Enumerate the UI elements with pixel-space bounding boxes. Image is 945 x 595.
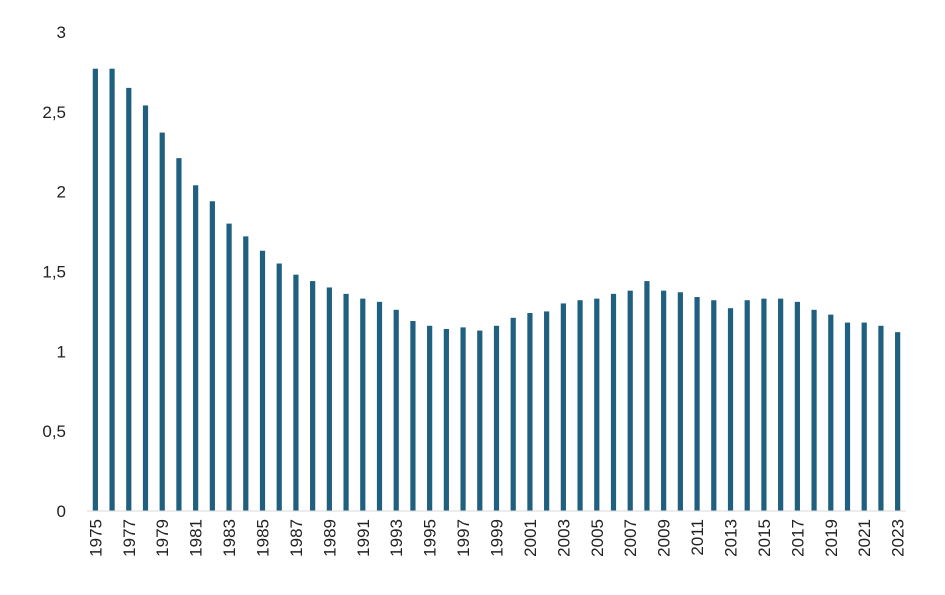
- bar-2017: [794, 301, 800, 511]
- x-tick-label: 1983: [220, 519, 239, 557]
- y-tick-label: 2,5: [42, 103, 66, 122]
- bar-1986: [276, 263, 282, 511]
- bar-1995: [427, 325, 433, 511]
- x-tick-label: 1975: [86, 519, 105, 557]
- x-tick-label: 2011: [688, 519, 707, 556]
- x-tick-label: 2001: [521, 519, 540, 557]
- bar-2014: [744, 300, 750, 511]
- y-tick-label: 0: [57, 502, 66, 521]
- bar-1978: [142, 105, 149, 511]
- bar-2009: [661, 290, 667, 511]
- y-tick-label: 2: [57, 183, 66, 202]
- bar-1981: [193, 185, 199, 511]
- y-tick-label: 0,5: [42, 422, 66, 441]
- bar-1983: [226, 223, 232, 511]
- bar-1992: [376, 301, 383, 511]
- bar-2021: [861, 322, 867, 511]
- x-tick-label: 1989: [320, 519, 339, 557]
- bar-2007: [627, 290, 633, 511]
- bar-2015: [761, 298, 767, 511]
- bar-2018: [811, 309, 817, 511]
- bar-2001: [527, 313, 533, 511]
- bar-2012: [711, 300, 717, 511]
- bar-1991: [360, 298, 366, 511]
- x-tick-label: 1995: [421, 519, 440, 557]
- y-tick-label: 3: [57, 23, 66, 42]
- x-tick-label: 2017: [788, 519, 807, 557]
- bar-2022: [878, 325, 884, 511]
- x-tick-label: 2019: [822, 519, 841, 557]
- bar-1975: [92, 68, 98, 511]
- bars: [92, 68, 901, 512]
- bar-1980: [176, 158, 182, 511]
- x-tick-label: 1981: [187, 519, 206, 557]
- bar-2000: [510, 317, 516, 511]
- bar-2019: [828, 314, 834, 511]
- x-tick-label: 1985: [254, 519, 273, 557]
- x-tick-label: 2023: [889, 519, 908, 557]
- x-tick-label: 2007: [621, 519, 640, 557]
- bar-1996: [443, 328, 449, 511]
- bar-1999: [493, 325, 500, 511]
- bar-2023: [895, 332, 901, 511]
- x-tick-label: 2003: [554, 519, 573, 557]
- x-tick-label: 1999: [488, 519, 507, 557]
- bar-2020: [844, 322, 851, 511]
- bar-1990: [343, 293, 349, 511]
- bar-1997: [460, 327, 466, 511]
- bar-1985: [259, 250, 266, 512]
- x-tick-label: 2021: [855, 519, 874, 557]
- bar-2016: [778, 298, 784, 511]
- x-tick-label: 1987: [287, 519, 306, 557]
- bar-1988: [310, 281, 316, 511]
- bar-2003: [560, 303, 566, 511]
- bar-2010: [677, 292, 683, 511]
- bar-1984: [243, 236, 249, 511]
- x-tick-label: 2009: [655, 519, 674, 557]
- bar-1994: [410, 321, 416, 511]
- y-tick-label: 1,5: [42, 263, 66, 282]
- bar-2005: [594, 298, 600, 511]
- bar-2011: [694, 297, 700, 511]
- y-axis: 0 0,5 1 1,5 2 2,5 3: [42, 23, 66, 521]
- bar-1979: [159, 132, 165, 511]
- x-tick-label: 2015: [755, 519, 774, 557]
- bar-2006: [610, 293, 617, 511]
- bar-2004: [577, 300, 583, 511]
- bar-2013: [727, 308, 734, 511]
- x-axis: 1975 1977 1979 1981 1983 1985 1987 1989 1991 1993…: [86, 519, 907, 557]
- bar-1998: [477, 330, 483, 511]
- bar-1976: [109, 68, 115, 511]
- bar-1982: [209, 201, 215, 511]
- bar-1977: [126, 87, 132, 511]
- x-tick-label: 1977: [120, 519, 139, 557]
- bar-1989: [326, 287, 332, 511]
- bar-2002: [544, 311, 550, 511]
- x-tick-label: 1997: [454, 519, 473, 557]
- bar-1987: [293, 274, 299, 511]
- x-tick-label: 2005: [588, 519, 607, 557]
- bar-1993: [393, 309, 399, 511]
- x-tick-label: 1993: [387, 519, 406, 557]
- y-tick-label: 1: [57, 342, 66, 361]
- bar-2008: [644, 281, 650, 511]
- x-tick-label: 1991: [354, 519, 373, 557]
- x-tick-label: 2013: [722, 519, 741, 557]
- x-tick-label: 1979: [153, 519, 172, 557]
